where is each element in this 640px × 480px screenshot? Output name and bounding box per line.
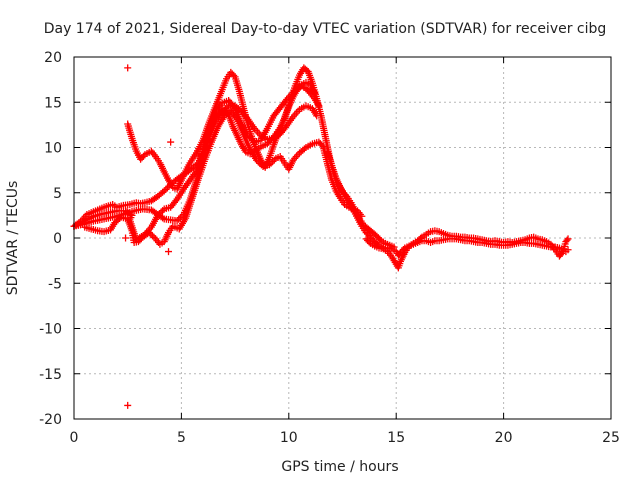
x-tick-label: 25 (602, 430, 620, 446)
outlier-point (124, 64, 132, 72)
data-point (162, 185, 170, 193)
x-tick-label: 5 (177, 430, 186, 446)
data-point (159, 214, 167, 222)
data-point (150, 233, 158, 241)
x-tick-label: 10 (280, 430, 298, 446)
data-point (300, 145, 308, 153)
x-tick-label: 20 (495, 430, 513, 446)
data-point (230, 103, 238, 111)
data-point (172, 197, 180, 205)
axis-ticks (73, 56, 612, 420)
data-point (417, 234, 425, 242)
data-point (557, 251, 565, 259)
outlier-point (165, 248, 173, 256)
data-point (160, 187, 168, 195)
data-point (155, 210, 163, 218)
data-point (154, 211, 162, 219)
data-point (175, 215, 183, 223)
series-track-7 (362, 227, 572, 272)
chart-title: Day 174 of 2021, Sidereal Day-to-day VTE… (44, 21, 607, 37)
data-point (147, 230, 155, 238)
data-point (564, 246, 572, 254)
data-point (116, 215, 124, 223)
data-point (139, 152, 147, 160)
outlier-point (122, 234, 130, 242)
y-tick-label: 15 (44, 95, 62, 111)
data-marks (70, 64, 572, 409)
y-axis-title: SDTVAR / TECUs (5, 181, 21, 296)
y-tick-label: 0 (53, 231, 62, 247)
x-tick-label: 0 (70, 430, 79, 446)
data-point (564, 235, 572, 243)
y-tick-label: -5 (48, 276, 62, 292)
y-tick-label: 10 (44, 141, 62, 157)
series-track-3 (70, 78, 319, 244)
y-tick-label: 20 (44, 50, 62, 66)
y-tick-label: 5 (53, 186, 62, 202)
grid (74, 57, 611, 419)
data-point (376, 235, 384, 243)
data-point (563, 236, 571, 244)
x-tick-label: 15 (387, 430, 405, 446)
y-tick-label: -10 (39, 322, 62, 338)
data-point (157, 208, 165, 216)
data-point (365, 238, 373, 246)
x-axis-title: GPS time / hours (281, 459, 398, 475)
y-tick-label: -20 (39, 412, 62, 428)
data-point (148, 232, 156, 240)
data-point (159, 207, 167, 215)
y-tick-label: -15 (39, 367, 62, 383)
outlier-point (124, 401, 132, 409)
data-point (173, 217, 181, 225)
data-point (145, 229, 153, 237)
data-point (223, 103, 231, 111)
outlier-point (167, 138, 175, 146)
data-point (230, 71, 238, 79)
